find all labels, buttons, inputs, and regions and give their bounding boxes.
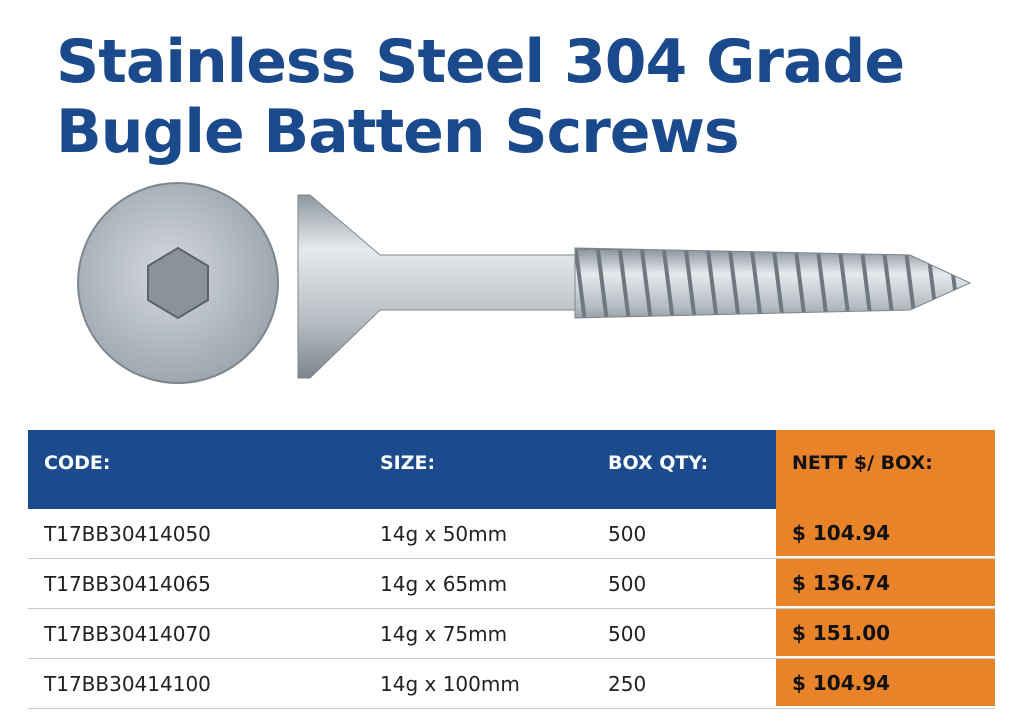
table-cell: 14g x 75mm [380,621,508,646]
table-row: T17BB30414100 14g x 100mm 250 $ 104.94 [28,659,995,709]
header-row: CODE: SIZE: BOX QTY: NETT $/ BOX: [28,430,995,509]
table-cell: 14g x 65mm [380,571,508,596]
column-header: CODE: [44,452,111,474]
table-cell: T17BB30414070 [44,621,211,646]
title-line: Bugle Batten Screws [56,97,740,167]
table-row: T17BB30414065 14g x 65mm 500 $ 136.74 [28,559,995,609]
table-cell: 14g x 100mm [380,671,520,696]
table-cell: 500 [608,571,647,596]
screw-illustration [77,182,972,384]
price-table: CODE: SIZE: BOX QTY: NETT $/ BOX: T17BB30414… [28,430,995,709]
table-row: T17BB30414070 14g x 75mm 500 $ 151.00 [28,609,995,659]
column-header: BOX QTY: [608,452,709,474]
title-line: Stainless Steel 304 Grade [56,27,905,97]
table-cell: $ 151.00 [776,609,995,658]
table-cell: T17BB30414050 [44,521,211,546]
column-header: NETT $/ BOX: [776,430,995,509]
table-cell: 14g x 50mm [380,521,508,546]
table-cell: $ 104.94 [776,509,995,558]
table-cell: T17BB30414065 [44,571,211,596]
table-cell: $ 136.74 [776,559,995,608]
table-cell: 250 [608,671,647,696]
table-row: T17BB30414050 14g x 50mm 500 $ 104.94 [28,509,995,559]
table-cell: 500 [608,521,647,546]
table-cell: T17BB30414100 [44,671,211,696]
table-cell: $ 104.94 [776,659,995,708]
table-cell: 500 [608,621,647,646]
column-header: SIZE: [380,452,436,474]
